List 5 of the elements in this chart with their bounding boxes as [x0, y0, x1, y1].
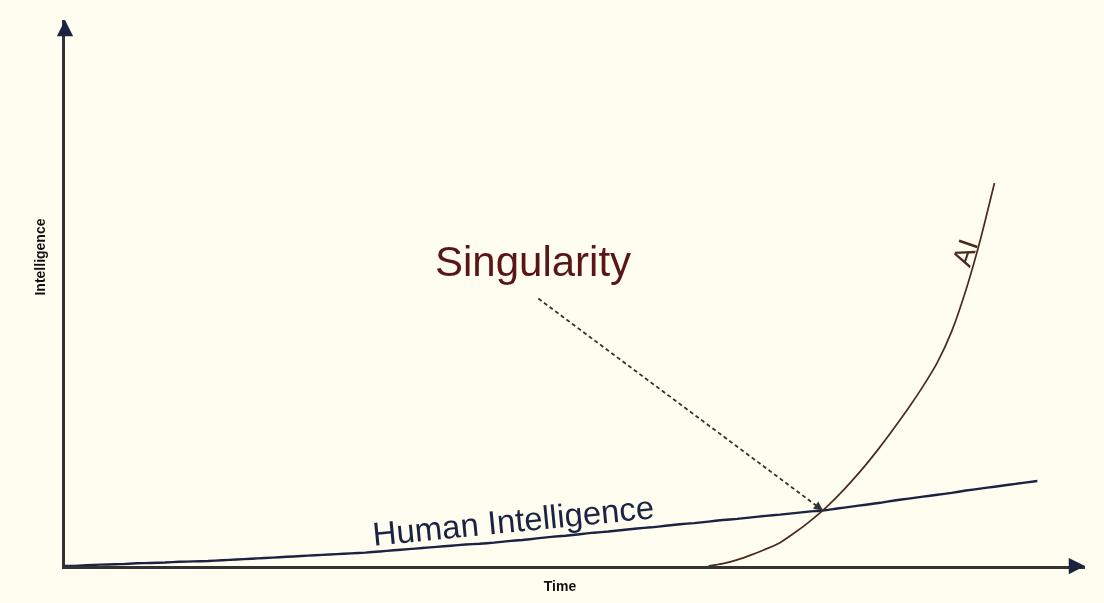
text: Human Intelligence	[370, 488, 656, 553]
text: AI	[946, 235, 985, 271]
x-axis-title: Time	[543, 578, 577, 595]
annotation: Singularity	[435, 238, 632, 285]
y-axis-title: Intelligence	[31, 218, 48, 296]
